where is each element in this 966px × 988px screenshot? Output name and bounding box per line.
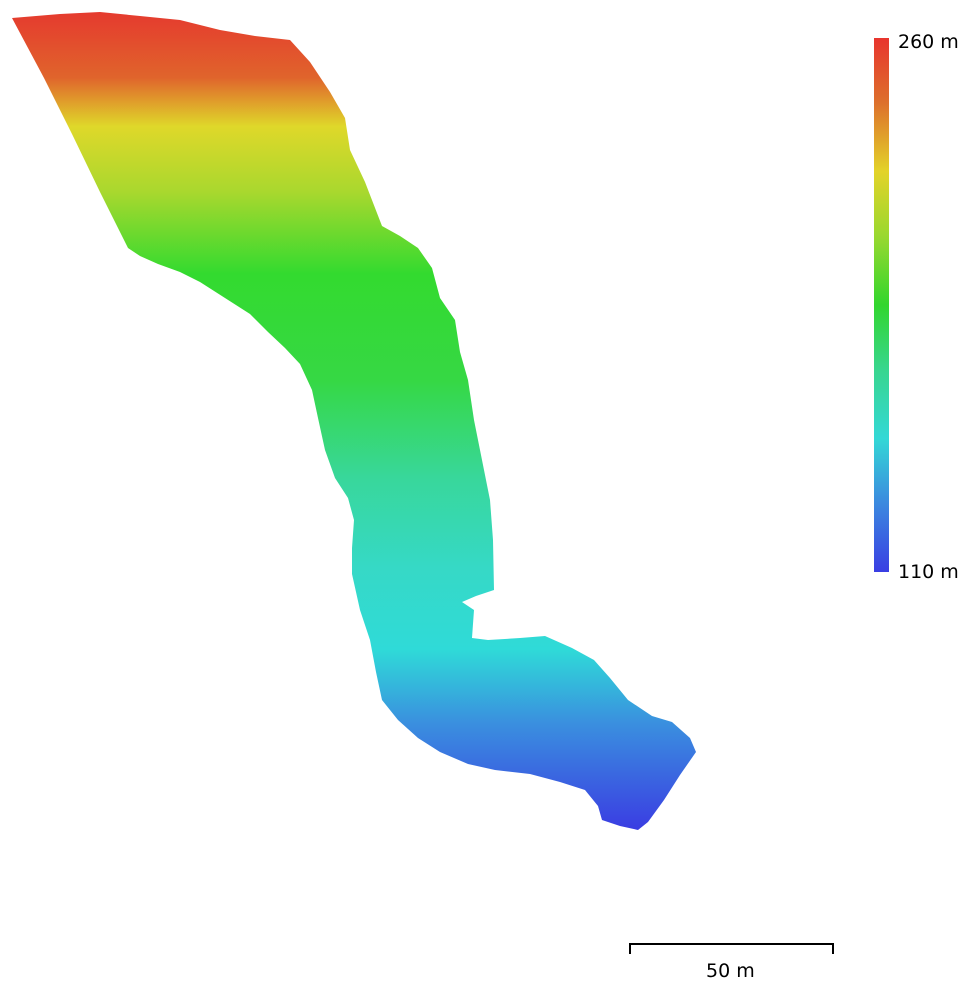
elevation-surface (12, 12, 696, 830)
scale-bar-label: 50 m (706, 960, 755, 982)
scale-bar (629, 943, 834, 954)
legend-bar (874, 38, 889, 572)
legend-max-label: 260 m (898, 31, 959, 53)
legend-min-label: 110 m (898, 561, 959, 583)
